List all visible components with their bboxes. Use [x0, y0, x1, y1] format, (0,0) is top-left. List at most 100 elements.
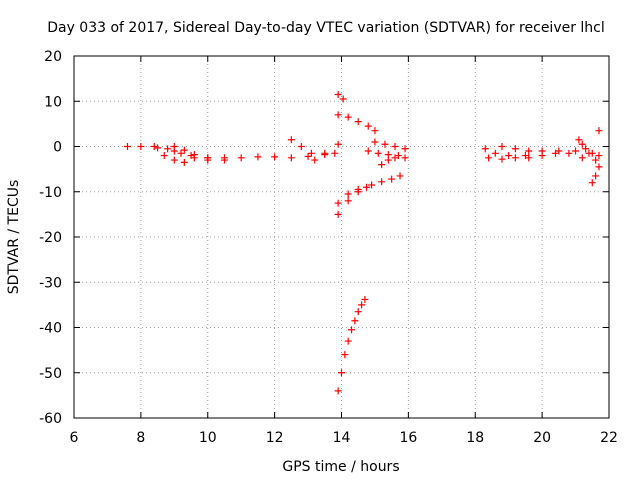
data-point [334, 140, 342, 148]
data-point [334, 90, 342, 98]
data-point [588, 179, 596, 187]
data-point [297, 143, 305, 150]
data-point [374, 149, 382, 157]
data-point [388, 175, 396, 183]
data-point [177, 149, 185, 157]
data-point [137, 143, 145, 150]
data-point [485, 154, 493, 162]
data-point [595, 152, 603, 160]
data-point [124, 143, 131, 150]
data-point [304, 152, 312, 160]
data-point [572, 147, 580, 155]
data-point [190, 151, 198, 159]
data-point [354, 308, 362, 316]
data-point [307, 149, 315, 157]
data-point [334, 199, 342, 207]
data-point [575, 136, 583, 144]
data-point [341, 351, 349, 359]
data-point [154, 144, 162, 152]
data-point [401, 154, 409, 162]
x-tick-label: 6 [70, 430, 79, 446]
data-point [363, 183, 371, 191]
y-tick-label: -10 [39, 185, 62, 201]
x-tick-label: 8 [136, 430, 145, 446]
y-tick-label: -20 [39, 230, 62, 246]
data-point [552, 149, 559, 157]
data-point [505, 152, 513, 160]
data-point [525, 147, 533, 155]
data-points [124, 90, 603, 395]
data-point [334, 111, 342, 119]
data-point [220, 156, 228, 164]
data-point [344, 337, 352, 345]
data-point [348, 326, 356, 334]
data-point [384, 156, 392, 164]
data-point [334, 387, 342, 395]
data-point [391, 143, 399, 150]
data-point [339, 95, 347, 103]
axis-tick-labels: 6 8 10 12 14 16 18 20 22 -60 -50 -40 -30 -20 -10 0 10 20 [39, 49, 618, 446]
data-point [338, 369, 345, 377]
data-point [391, 154, 399, 162]
x-axis-label: GPS time / hours [282, 459, 399, 475]
data-point [491, 149, 499, 157]
data-point [364, 122, 372, 130]
data-point [592, 156, 600, 164]
data-point [578, 140, 586, 148]
data-point [481, 145, 489, 153]
y-tick-label: 0 [53, 140, 62, 156]
x-tick-label: 22 [600, 430, 618, 446]
data-point [180, 146, 188, 154]
data-point [396, 172, 404, 180]
data-point [401, 145, 409, 153]
data-point [160, 152, 168, 160]
data-point [331, 149, 339, 157]
data-point [287, 136, 295, 144]
data-point [170, 156, 178, 164]
data-point [525, 154, 533, 162]
x-tick-label: 20 [533, 430, 551, 446]
data-point [565, 149, 573, 157]
y-tick-label: -50 [39, 366, 62, 382]
x-tick-label: 10 [199, 430, 217, 446]
chart-title: Day 033 of 2017, Sidereal Day-to-day VTE… [47, 20, 605, 36]
data-point [287, 154, 295, 162]
data-point [378, 161, 386, 169]
x-tick-label: 12 [266, 430, 284, 446]
data-point [180, 158, 188, 166]
data-point [321, 149, 329, 157]
data-point [334, 210, 342, 218]
data-point [364, 147, 372, 155]
data-point [592, 172, 600, 180]
data-point [378, 178, 386, 186]
data-point [254, 153, 262, 161]
data-point [498, 143, 506, 150]
x-tick-label: 16 [399, 430, 417, 446]
data-point [498, 155, 506, 163]
y-tick-label: 10 [44, 94, 62, 110]
y-tick-label: -60 [39, 411, 62, 427]
data-point [361, 295, 369, 303]
x-tick-label: 18 [466, 430, 484, 446]
data-point [354, 118, 362, 126]
data-point [585, 149, 593, 157]
y-tick-label: 20 [44, 49, 62, 65]
y-tick-label: -40 [39, 321, 62, 337]
data-point [511, 154, 519, 162]
data-point [368, 181, 376, 189]
data-point [237, 154, 245, 162]
data-point [351, 317, 359, 325]
data-point [371, 138, 379, 146]
y-tick-label: -30 [39, 275, 62, 291]
data-point [344, 197, 352, 205]
data-point [595, 163, 603, 171]
data-point [311, 156, 319, 164]
data-point [354, 188, 362, 196]
x-tick-label: 14 [333, 430, 351, 446]
data-point [271, 153, 279, 161]
data-point [595, 127, 603, 135]
data-point [371, 127, 379, 135]
data-point [578, 154, 586, 162]
data-point [164, 145, 172, 153]
